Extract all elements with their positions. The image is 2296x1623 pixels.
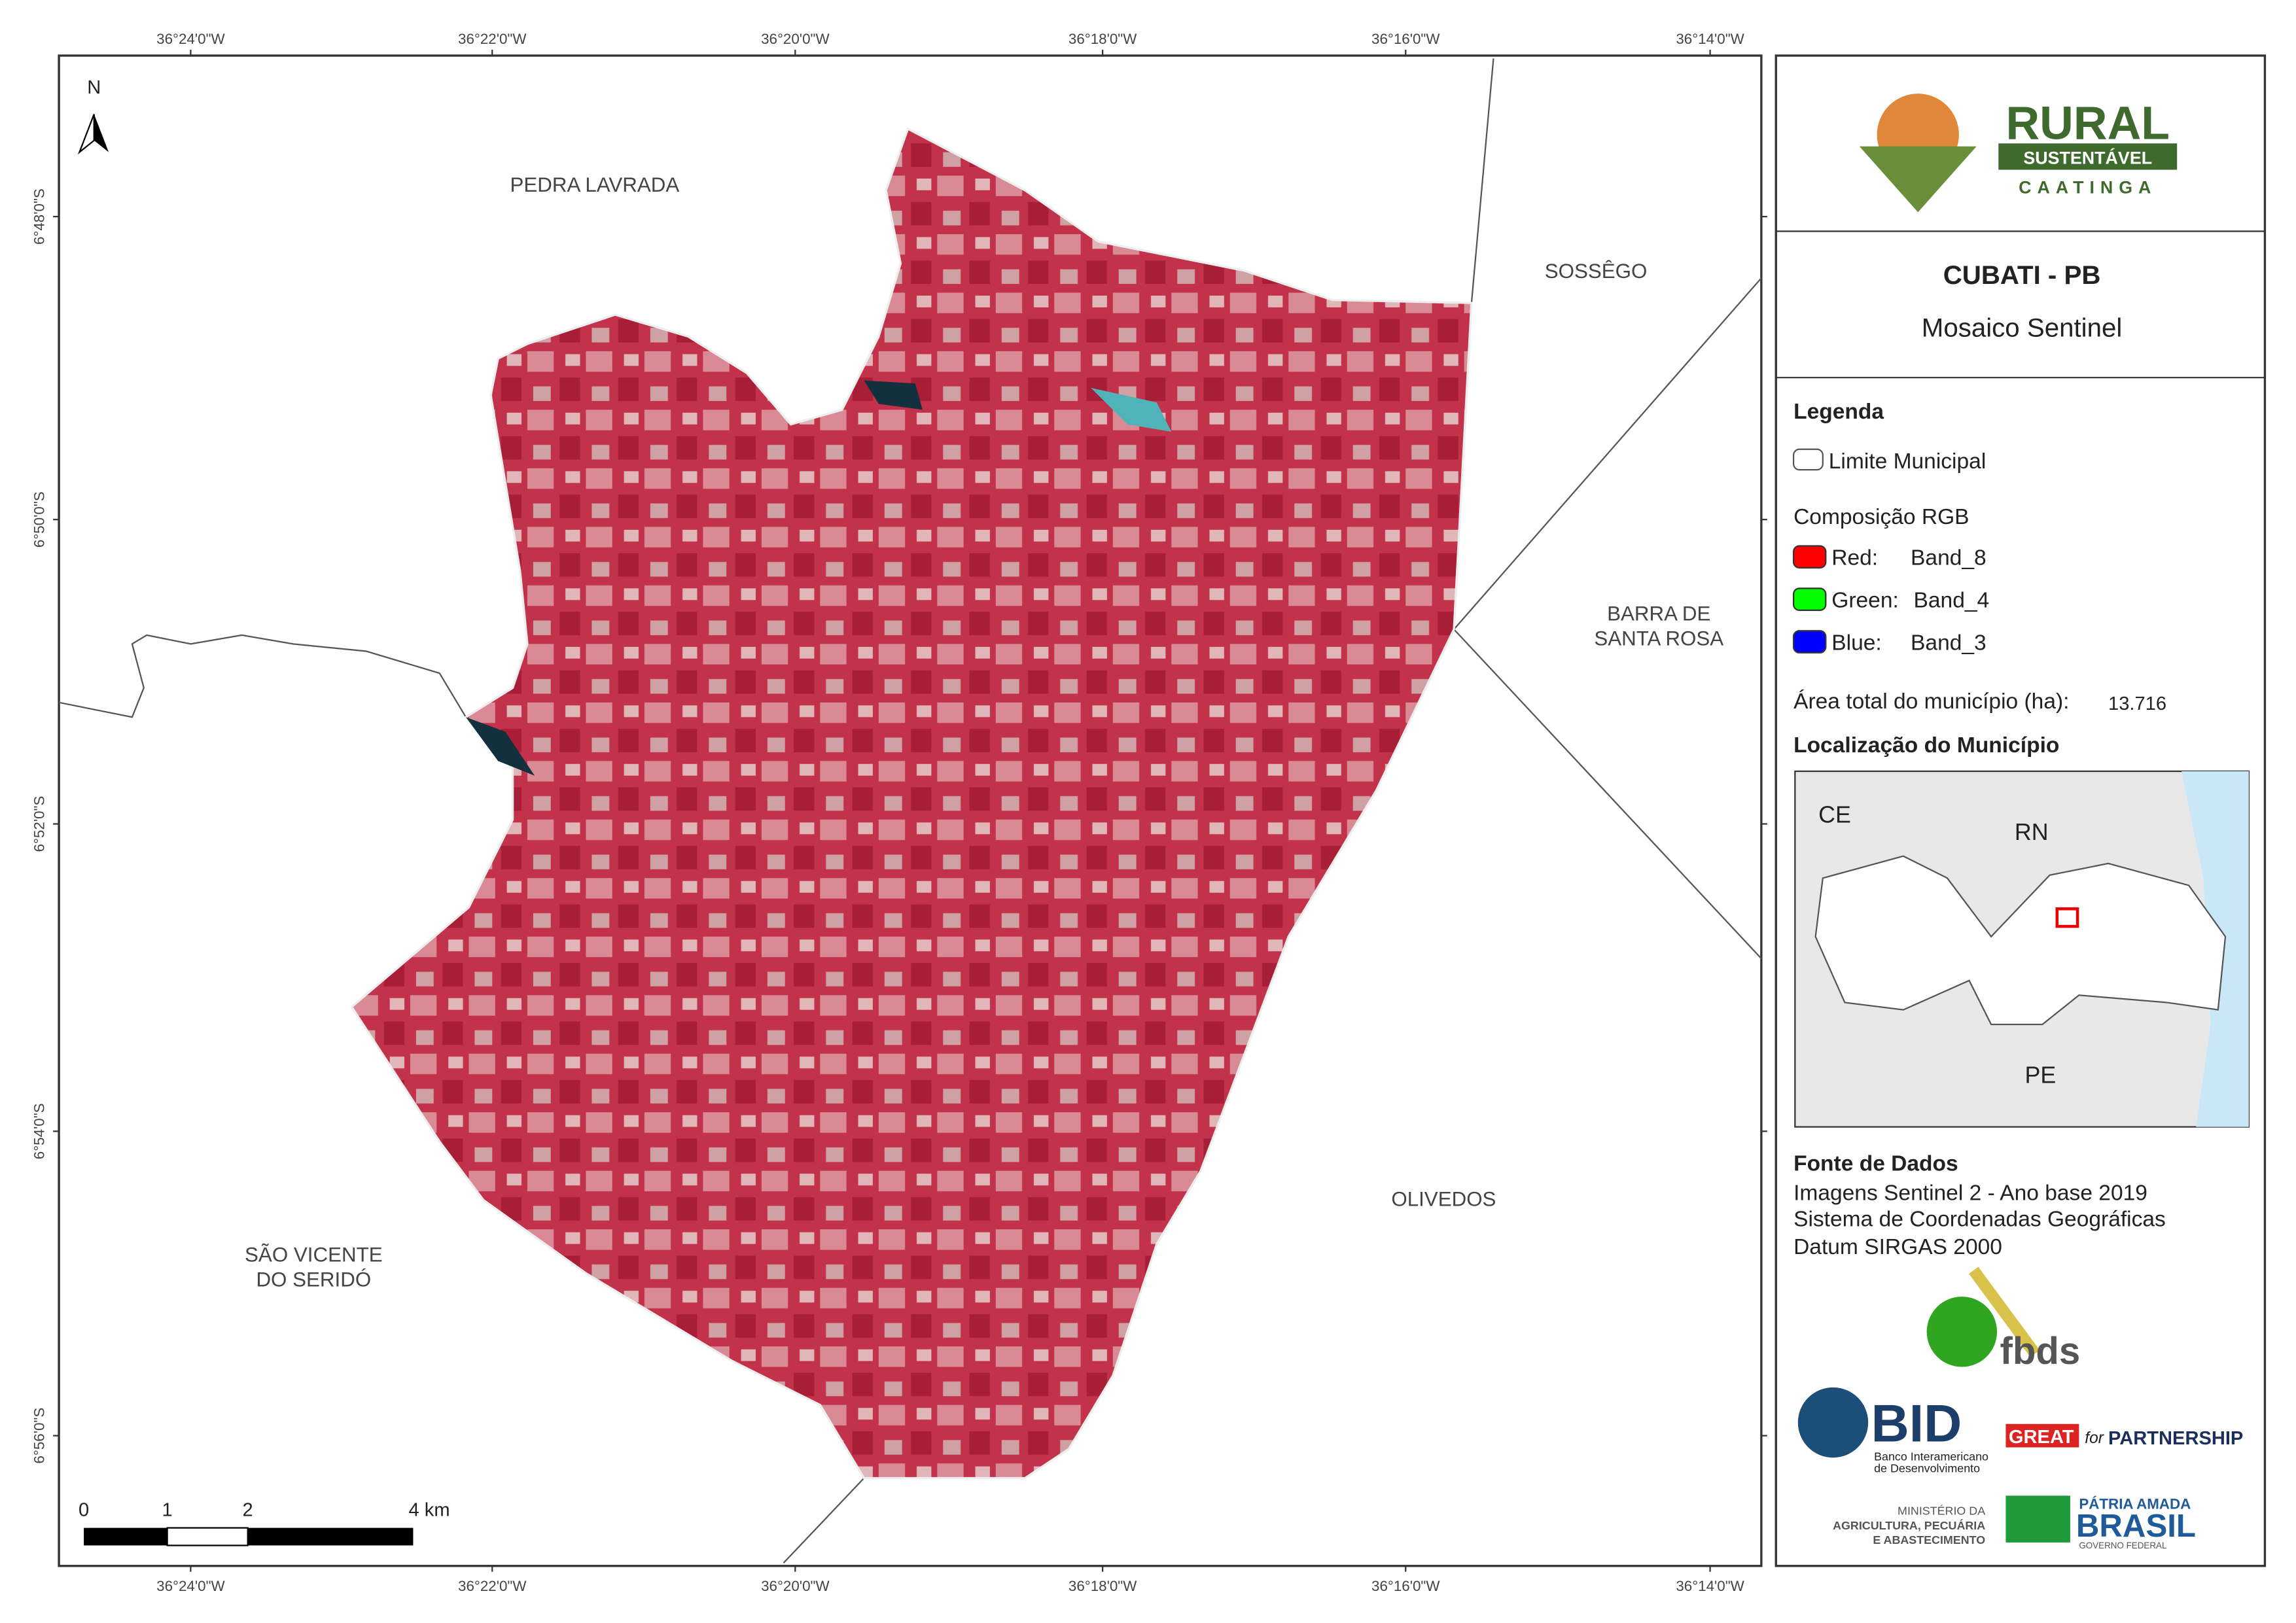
- longitude-label: 36°24'0"W: [156, 31, 225, 47]
- north-label: N: [87, 77, 101, 98]
- longitude-label: 36°20'0"W: [761, 31, 830, 47]
- longitude-label: 36°16'0"W: [1371, 1578, 1440, 1594]
- legend-label: Band_3: [1911, 631, 1987, 655]
- legend-swatch: [1792, 587, 1827, 612]
- legend-label: Band_4: [1914, 588, 1990, 612]
- source: Datum SIRGAS 2000: [1793, 1235, 2002, 1259]
- legend-swatch: [1792, 448, 1824, 471]
- location-title: Localização do Município: [1793, 733, 2059, 758]
- neighbor-boundaries: [58, 58, 1762, 1564]
- source: Sistema de Coordenadas Geográficas: [1793, 1208, 2166, 1232]
- latitude-label: 6°56'0"S: [31, 1408, 48, 1464]
- partner-text: PARTNERSHIP: [2108, 1428, 2243, 1449]
- longitude-label: 36°22'0"W: [458, 31, 527, 47]
- longitude-label: 36°14'0"W: [1676, 1578, 1744, 1594]
- partner-text: AGRICULTURA, PECUÁRIA: [1833, 1518, 1985, 1532]
- partner-text: de Desenvolvimento: [1874, 1462, 1980, 1475]
- partner-text: BID: [1871, 1395, 1962, 1454]
- area-value: 13.716: [2108, 693, 2166, 714]
- partner-text: GOVERNO FEDERAL: [2079, 1541, 2167, 1550]
- state-label: RN: [2015, 819, 2049, 845]
- partner-text: PÁTRIA AMADA: [2079, 1496, 2191, 1512]
- longitude-label: 36°18'0"W: [1069, 31, 1137, 47]
- partner-text: GREAT: [2009, 1427, 2074, 1448]
- logo-rural: [1859, 94, 2178, 213]
- logo-text: SUSTENTÁVEL: [2023, 148, 2152, 168]
- logo-shape: [2005, 1423, 2079, 1448]
- logo-text: CAATINGA: [2019, 177, 2157, 197]
- partner-text: BRASIL: [2076, 1508, 2196, 1544]
- place-label: OLIVEDOS: [1391, 1187, 1496, 1210]
- municipality: [350, 127, 1473, 1480]
- logo-shape: [1969, 1266, 2040, 1357]
- scale-bar: [84, 1527, 414, 1546]
- legend-label: Band_8: [1911, 546, 1987, 570]
- scale-label: 1: [162, 1500, 173, 1521]
- title: CUBATI - PB: [1943, 260, 2101, 290]
- latitude-label: 6°48'0"S: [31, 188, 48, 245]
- partner-text: MINISTÉRIO DA: [1898, 1504, 1985, 1517]
- place-label: SOSSÊGO: [1545, 260, 1648, 283]
- place-label: SÃO VICENTE: [245, 1243, 383, 1266]
- scale-label: 4 km: [409, 1500, 450, 1521]
- latitude-label: 6°52'0"S: [31, 796, 48, 852]
- reservoir: [465, 717, 535, 776]
- legend-label: Green:: [1831, 588, 1899, 612]
- state-label: CE: [1818, 801, 1851, 828]
- longitude-label: 36°22'0"W: [458, 1578, 527, 1594]
- scale-label: 0: [79, 1500, 89, 1521]
- state-label: PE: [2025, 1062, 2057, 1088]
- longitude-label: 36°16'0"W: [1371, 31, 1440, 47]
- area-label: Área total do município (ha):: [1793, 689, 2069, 714]
- subtitle: Mosaico Sentinel: [1922, 313, 2123, 343]
- logo-text: RURAL: [2006, 97, 2170, 150]
- reservoir: [1091, 387, 1172, 432]
- legend-label: Red:: [1831, 546, 1878, 570]
- latitude-label: 6°50'0"S: [31, 491, 48, 548]
- partner-text: fbds: [2000, 1330, 2081, 1372]
- logo-shape: [2005, 1495, 2070, 1543]
- legend-swatch: [1792, 545, 1827, 569]
- legend-label: Blue:: [1831, 631, 1881, 655]
- scale-label: 2: [243, 1500, 253, 1521]
- legend-swatch: [1792, 630, 1827, 654]
- source: Imagens Sentinel 2 - Ano base 2019: [1793, 1181, 2147, 1205]
- partner-text: E ABASTECIMENTO: [1873, 1533, 1985, 1546]
- place-label: DO SERIDÓ: [256, 1268, 371, 1291]
- latitude-label: 6°54'0"S: [31, 1103, 48, 1159]
- logo-shape: [1797, 1387, 1869, 1458]
- longitude-label: 36°20'0"W: [761, 1578, 830, 1594]
- logo-shape: [1926, 1297, 1998, 1367]
- legend-label: Composição RGB: [1793, 505, 1969, 529]
- longitude-label: 36°14'0"W: [1676, 31, 1744, 47]
- legend-title: Legenda: [1793, 400, 1884, 424]
- partner-text: Banco Interamericano: [1874, 1450, 1988, 1463]
- partner-text: for: [2085, 1429, 2105, 1447]
- place-label: SANTA ROSA: [1594, 627, 1723, 650]
- longitude-label: 36°18'0"W: [1069, 1578, 1137, 1594]
- place-label: BARRA DE: [1607, 602, 1710, 625]
- location-inset: [1794, 770, 2250, 1128]
- reservoir: [864, 380, 923, 410]
- longitude-label: 36°24'0"W: [156, 1578, 225, 1594]
- place-label: PEDRA LAVRADA: [510, 173, 679, 196]
- legend-label: Limite Municipal: [1829, 449, 1987, 474]
- sources-title: Fonte de Dados: [1793, 1152, 1958, 1176]
